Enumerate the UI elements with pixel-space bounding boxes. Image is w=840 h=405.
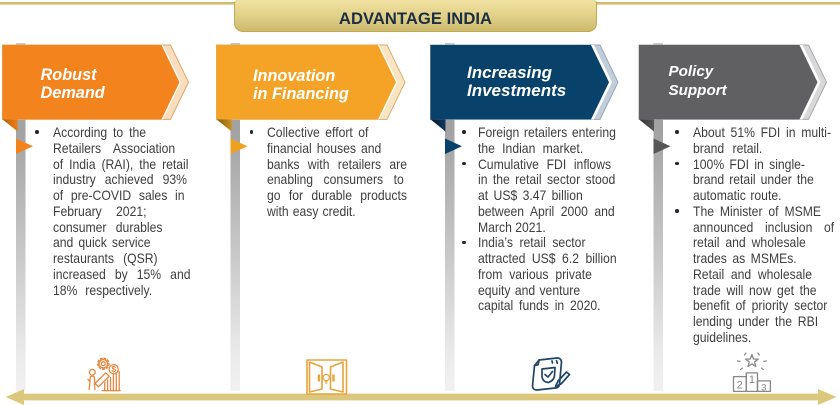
svg-text:2: 2	[737, 380, 743, 392]
svg-text:1: 1	[749, 374, 755, 386]
svg-text:3: 3	[761, 382, 766, 393]
svg-text:$: $	[111, 364, 116, 374]
